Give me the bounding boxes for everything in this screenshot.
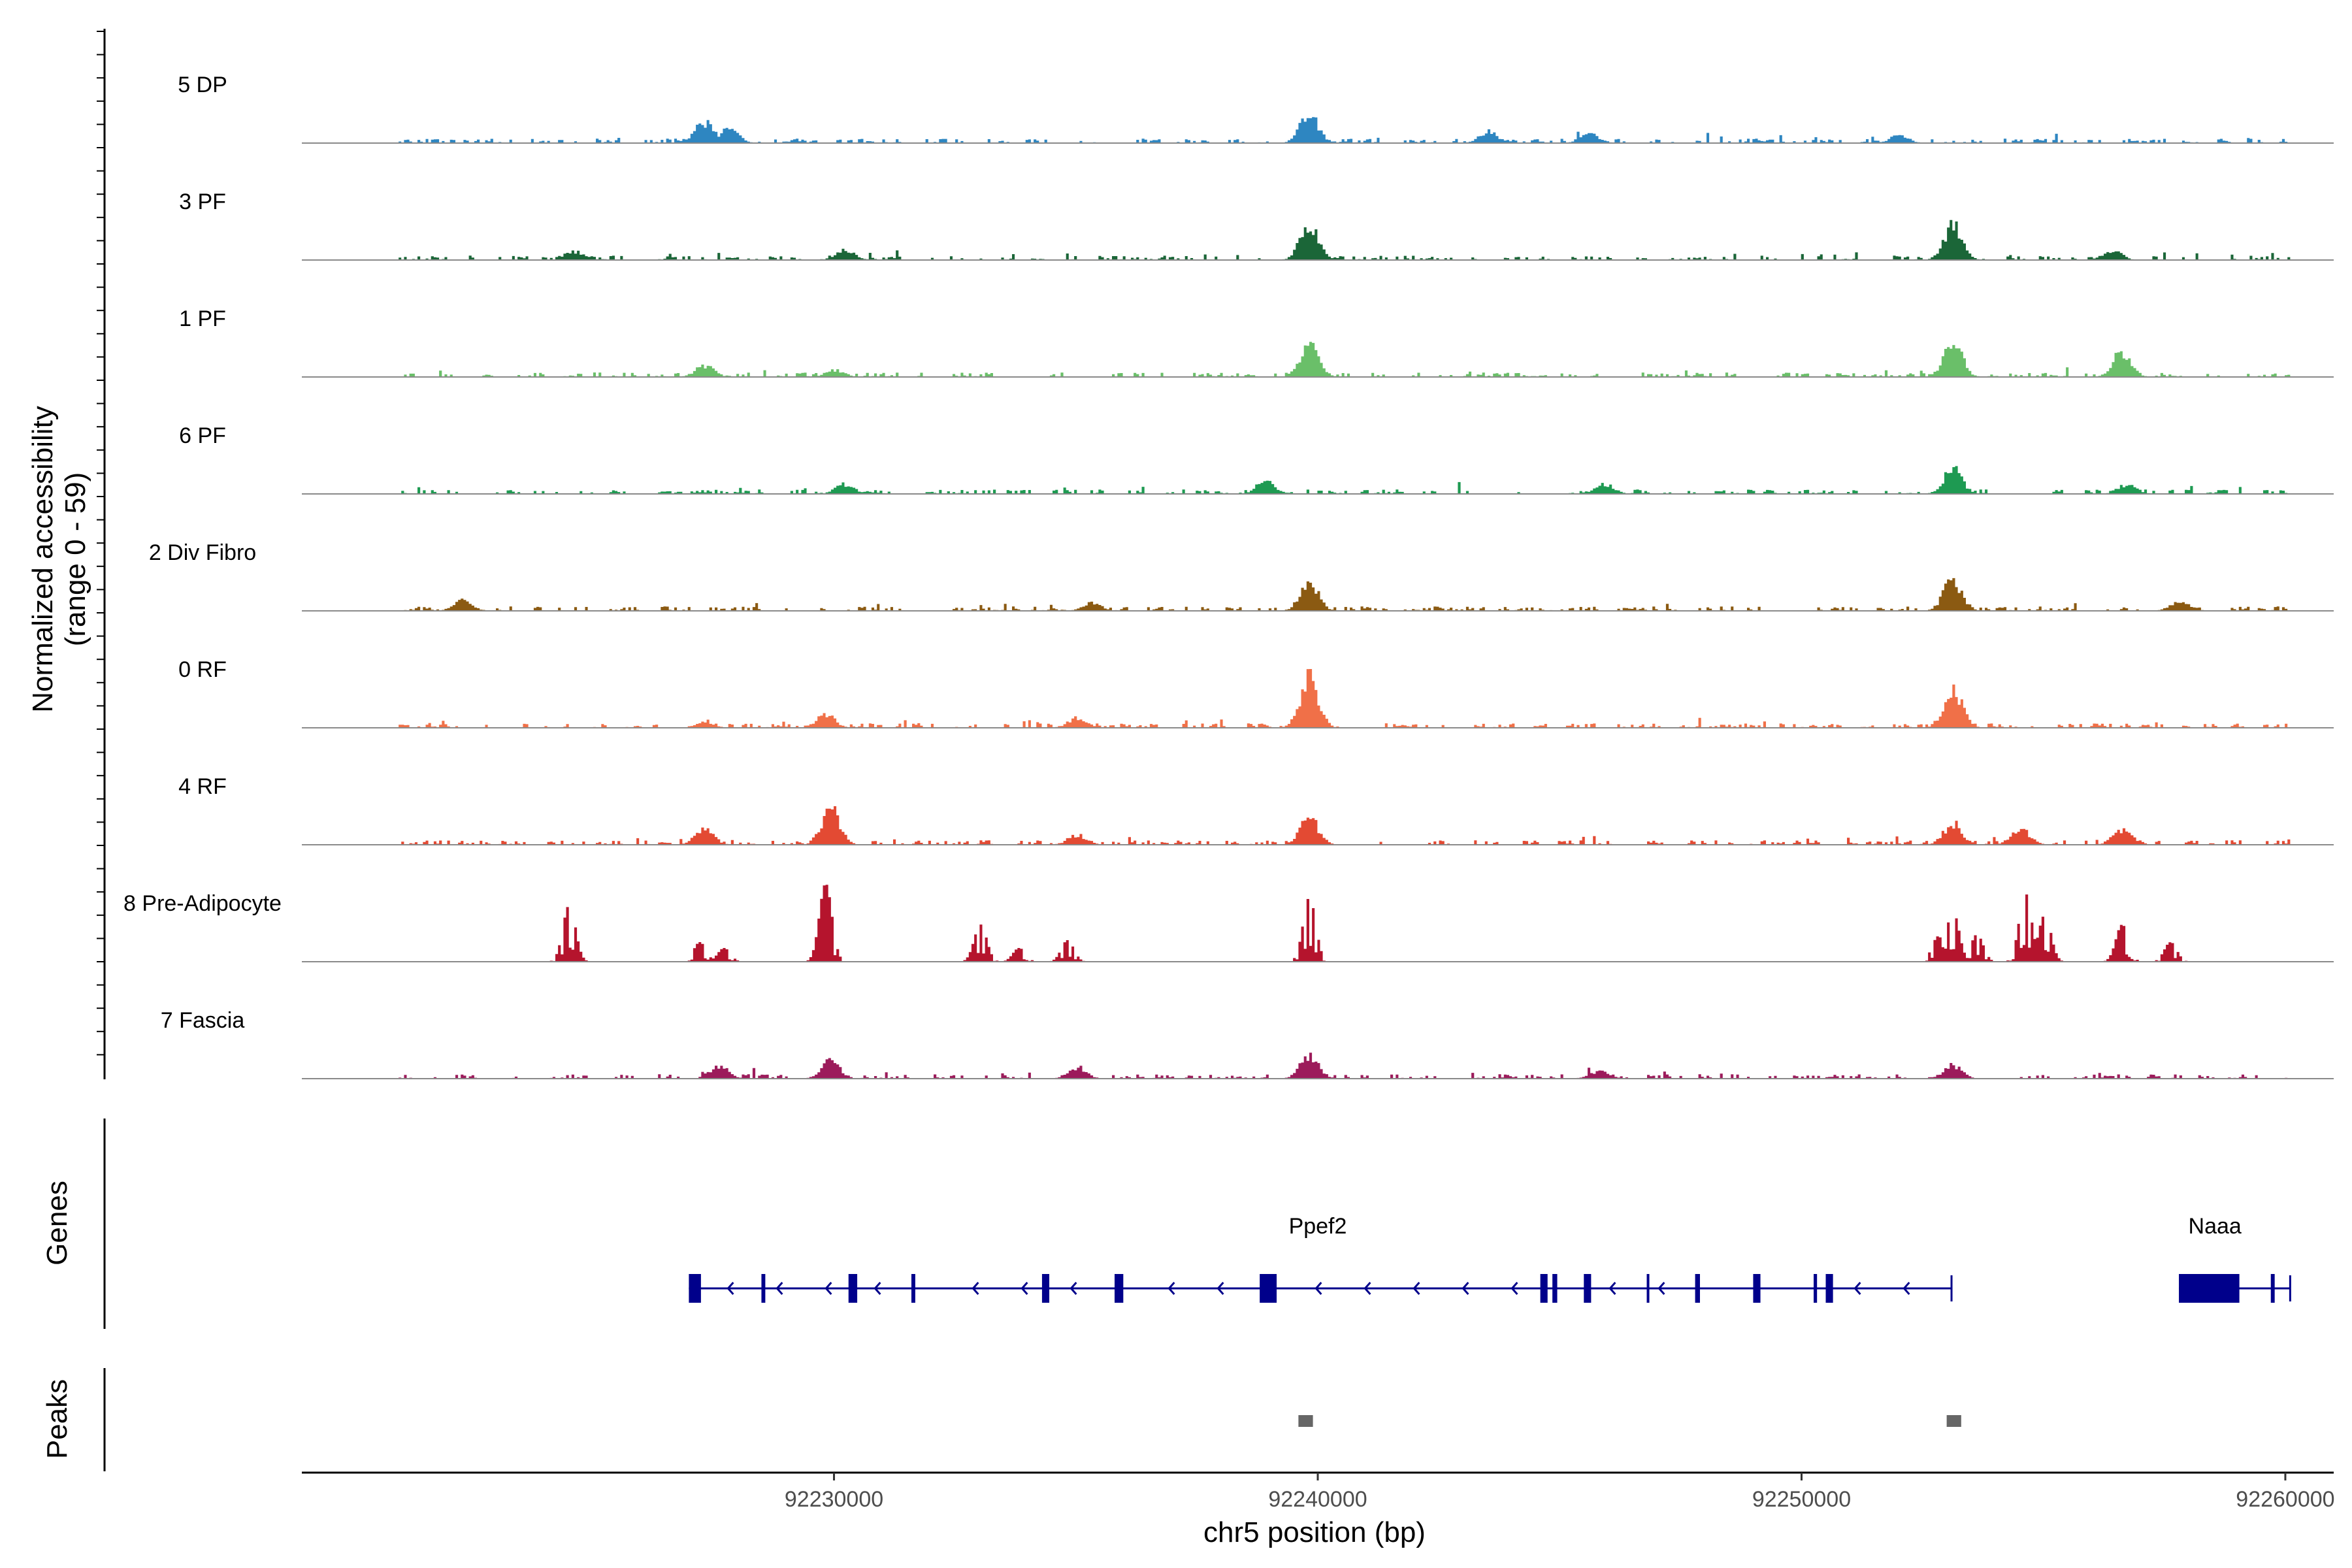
strand-arrow (1413, 1282, 1420, 1295)
x-tick-label: 92260000 (2236, 1487, 2334, 1512)
strand-arrow (825, 1282, 832, 1295)
strand-arrow (1609, 1282, 1616, 1295)
y-axis-label-line2: (range 0 - 59) (59, 472, 91, 647)
coverage-area (399, 885, 2291, 962)
strand-arrow (1168, 1282, 1175, 1295)
track-3-pf: 3 PF (179, 189, 2334, 261)
strand-arrow (1021, 1282, 1028, 1295)
track-8-pre-adipocyte: 8 Pre-Adipocyte (123, 885, 2334, 962)
track-label: 6 PF (179, 423, 226, 448)
genes-axis-label: Genes (41, 1181, 73, 1266)
gene-name-label: Naaa (2189, 1214, 2242, 1239)
track-2-div-fibro: 2 Div Fibro (149, 540, 2334, 612)
exon (2270, 1274, 2275, 1303)
coverage-area (399, 578, 2291, 611)
strand-arrow (1217, 1282, 1224, 1295)
track-label: 8 Pre-Adipocyte (123, 891, 282, 916)
track-label: 1 PF (179, 306, 226, 331)
track-4-rf: 4 RF (178, 774, 2334, 845)
y-axis-label-line1: Normalized accessibility (27, 406, 59, 712)
strand-arrow (874, 1282, 881, 1295)
track-0-rf: 0 RF (178, 657, 2334, 728)
coverage-area (399, 669, 2291, 728)
exon (1115, 1274, 1124, 1303)
strand-arrow (1511, 1282, 1518, 1295)
peak-region (1946, 1415, 1961, 1427)
peak-region-track (1298, 1415, 1961, 1427)
coverage-area (399, 117, 2291, 143)
strand-arrow (727, 1282, 734, 1295)
x-axis: 92230000 92240000 92250000 92260000 (302, 1471, 2335, 1512)
strand-arrow (1070, 1282, 1077, 1295)
left-axes (97, 29, 106, 1471)
strand-arrow (972, 1282, 979, 1295)
strand-arrow (1854, 1282, 1861, 1295)
track-label: 4 RF (178, 774, 227, 799)
coverage-area (399, 220, 2291, 260)
exon (1552, 1274, 1558, 1303)
track-label: 2 Div Fibro (149, 540, 256, 565)
exon (1041, 1274, 1050, 1303)
track-5-dp: 5 DP (178, 73, 2334, 144)
strand-arrow (1364, 1282, 1371, 1295)
exon (1540, 1274, 1548, 1303)
coverage-area (399, 1053, 2291, 1079)
exon (1753, 1274, 1761, 1303)
strand-arrow (1658, 1282, 1665, 1295)
strand-arrow (776, 1282, 783, 1295)
track-label: 3 PF (179, 189, 226, 214)
gene-naaa: Naaa (2179, 1214, 2291, 1303)
x-axis-title: chr5 position (bp) (1203, 1516, 1426, 1548)
strand-arrow (1315, 1282, 1322, 1295)
exon (1584, 1274, 1592, 1303)
track-label: 5 DP (178, 73, 227, 97)
coverage-area (399, 466, 2291, 494)
track-1-pf: 1 PF (179, 306, 2334, 378)
coverage-area (399, 806, 2291, 845)
peaks-axis-label: Peaks (41, 1379, 73, 1459)
track-6-pf: 6 PF (179, 423, 2334, 495)
x-tick-label: 92240000 (1268, 1487, 1367, 1512)
exon (1813, 1274, 1818, 1303)
x-tick-label: 92250000 (1752, 1487, 1851, 1512)
strand-arrow (1462, 1282, 1469, 1295)
peak-region (1298, 1415, 1313, 1427)
exon (2179, 1274, 2240, 1303)
exon (1646, 1274, 1650, 1303)
track-label: 0 RF (178, 657, 227, 682)
exon (1260, 1274, 1277, 1303)
track-7-fascia: 7 Fascia (161, 1008, 2334, 1079)
exon (689, 1274, 701, 1303)
track-label: 7 Fascia (161, 1008, 245, 1033)
exon (1695, 1274, 1700, 1303)
strand-arrow (1903, 1282, 1910, 1295)
exon (911, 1274, 915, 1303)
gene-annotation-track: Ppef2 Naaa (689, 1214, 2291, 1303)
exon (1825, 1274, 1833, 1303)
exon (761, 1274, 766, 1303)
gene-name-label: Ppef2 (1289, 1214, 1347, 1239)
x-tick-label: 92230000 (785, 1487, 883, 1512)
gene-ppef2: Ppef2 (689, 1214, 1953, 1303)
exon (848, 1274, 858, 1303)
accessibility-tracks: 5 DP 3 PF 1 PF 6 PF 2 Div Fibro 0 RF 4 RF 8 Pre… (123, 73, 2334, 1079)
coverage-area (399, 342, 2291, 377)
